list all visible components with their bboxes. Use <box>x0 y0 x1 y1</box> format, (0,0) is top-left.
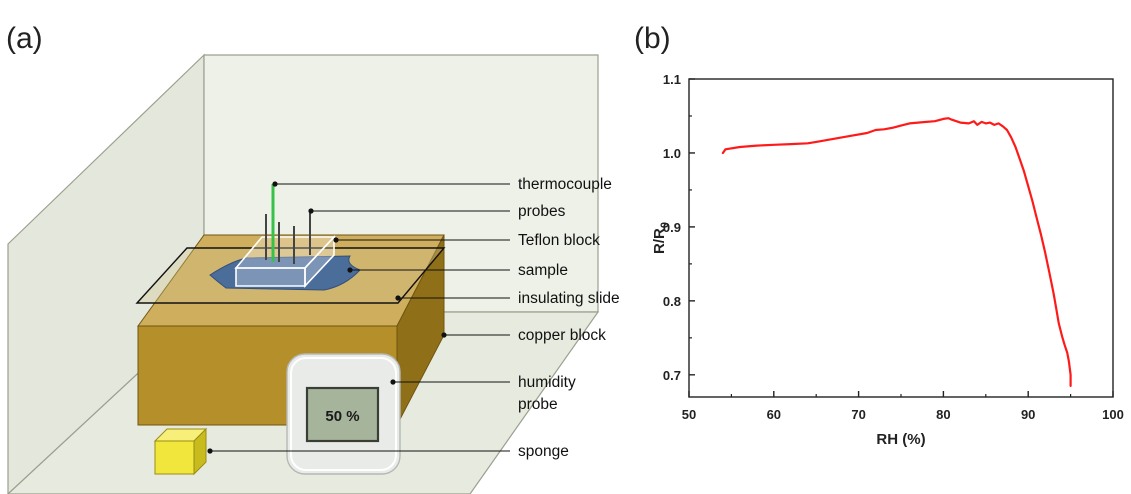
label-humidity-probe-line1: humidity <box>518 374 576 391</box>
y-axis: 0.7 0.8 0.9 1.0 1.1 <box>663 72 695 383</box>
x-tick-label: 60 <box>767 407 781 422</box>
setup-diagram: (a) 50 <box>6 22 620 494</box>
y-tick-label: 0.9 <box>663 220 681 235</box>
resistance-chart: (b) 50 60 70 80 90 100 0.7 0.8 0.9 1.0 1.1 RH (%)… <box>634 22 1124 448</box>
label-probes: probes <box>518 203 566 220</box>
series-layer <box>721 117 1072 387</box>
label-insulating-slide: insulating slide <box>518 290 620 307</box>
panel-a-label: (a) <box>6 22 43 55</box>
label-sample: sample <box>518 262 568 279</box>
x-tick-label: 70 <box>851 407 865 422</box>
label-thermocouple: thermocouple <box>518 176 612 193</box>
sponge <box>153 427 208 476</box>
label-humidity-probe-line2: probe <box>518 396 558 413</box>
humidity-probe: 50 % <box>286 353 401 475</box>
humidity-display-reading: 50 % <box>325 408 359 425</box>
x-axis-title: RH (%) <box>876 431 925 448</box>
leader-lines <box>207 181 510 454</box>
label-copper-block: copper block <box>518 327 606 344</box>
y-tick-label: 0.7 <box>663 368 681 383</box>
y-axis-title-main: R/R <box>651 228 668 254</box>
y-tick-label: 1.1 <box>663 72 681 87</box>
x-tick-label: 50 <box>682 407 696 422</box>
label-teflon-block: Teflon block <box>518 232 600 249</box>
x-tick-label: 80 <box>936 407 950 422</box>
x-axis: 50 60 70 80 90 100 <box>682 391 1124 422</box>
y-tick-label: 0.8 <box>663 294 681 309</box>
x-tick-label: 90 <box>1021 407 1035 422</box>
probes <box>265 213 311 264</box>
y-axis-title-subscript: 0 <box>659 222 671 228</box>
label-sponge: sponge <box>518 443 569 460</box>
panel-b-label: (b) <box>634 22 671 55</box>
y-tick-label: 1.0 <box>663 146 681 161</box>
y-axis-title: R/R0 <box>651 222 671 254</box>
series-line <box>721 117 1072 387</box>
x-tick-label: 100 <box>1102 407 1124 422</box>
